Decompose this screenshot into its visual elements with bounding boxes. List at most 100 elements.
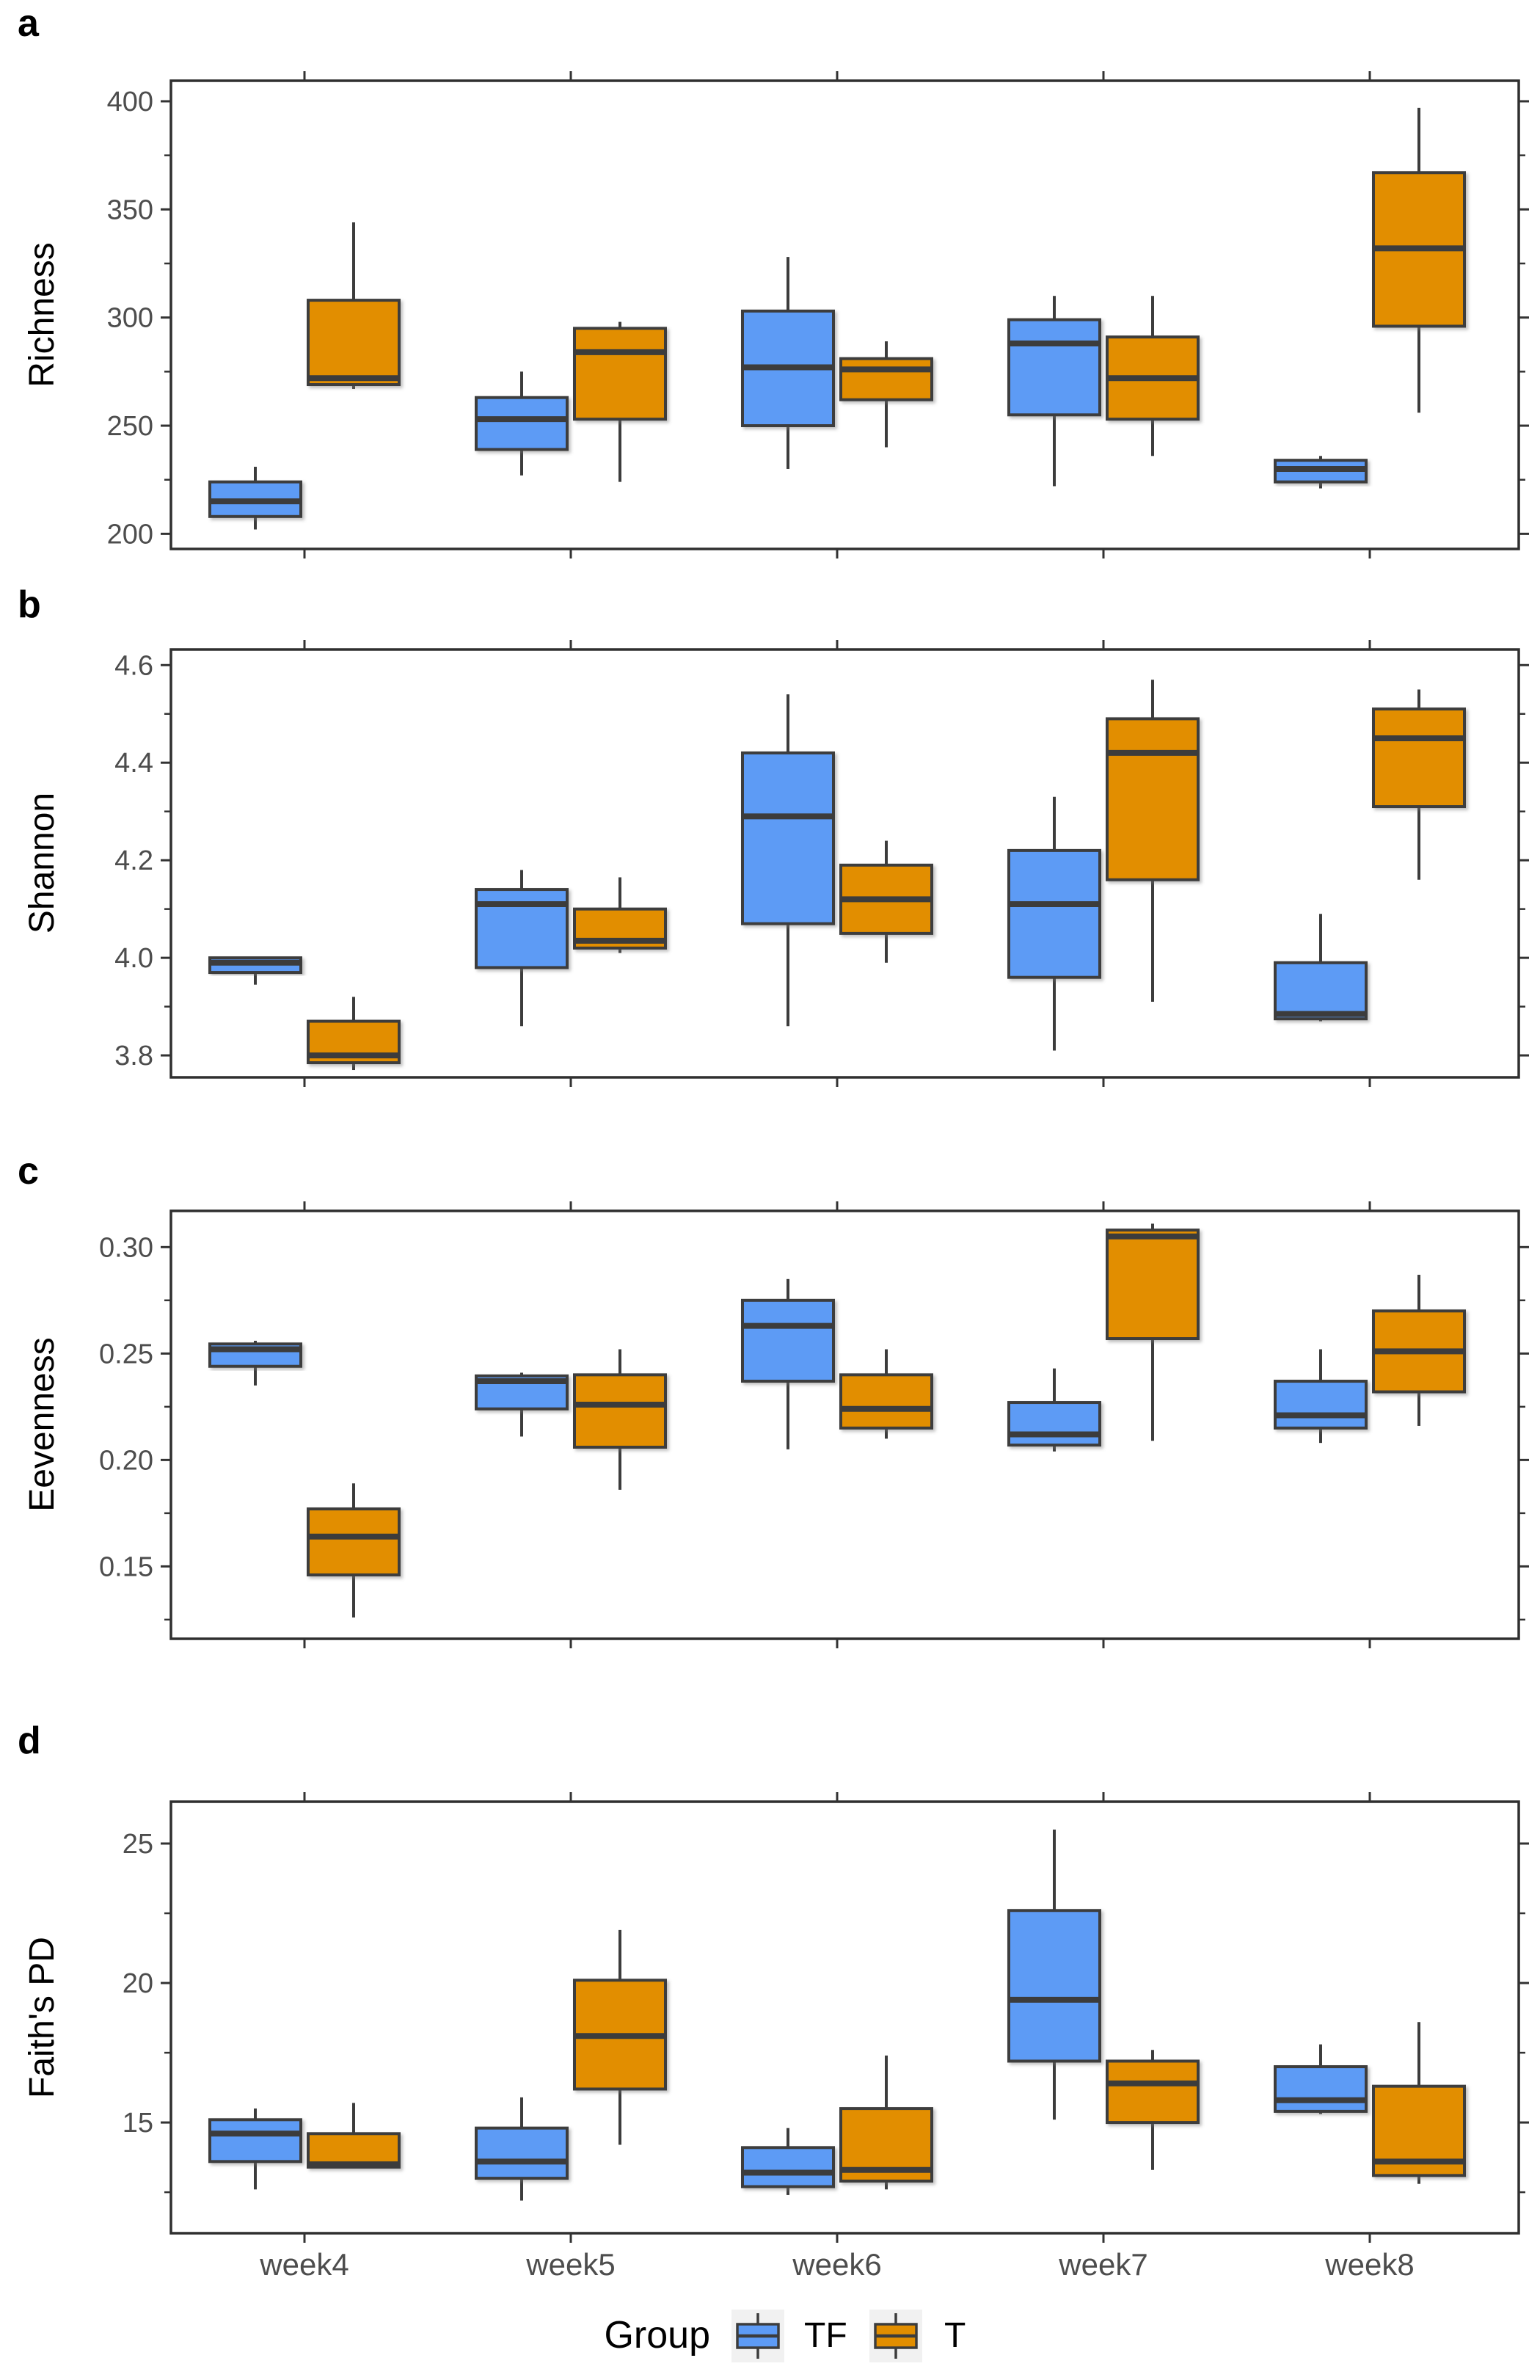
box-iqr	[475, 396, 569, 451]
x-tick-label-week: week6	[792, 2247, 881, 2282]
box-iqr	[208, 2118, 302, 2164]
y-tick-label: 350	[107, 194, 153, 225]
box-iqr	[1007, 1909, 1101, 2063]
box-T-week7	[1106, 680, 1200, 1002]
box-TF-week7	[1007, 1830, 1101, 2120]
box-TF-week7	[1007, 296, 1101, 487]
box-iqr	[1274, 2065, 1368, 2113]
box-T-week5	[573, 877, 667, 953]
y-tick-label: 20	[123, 1968, 153, 1999]
box-T-week8	[1372, 2022, 1466, 2184]
legend-item-label-t: T	[944, 2316, 966, 2355]
panel-border	[169, 648, 1520, 1079]
boxplot-panel-d: 15 20 25 week4 week5 week6 week7 week8	[123, 1792, 1529, 2282]
y-tick-label: 0.20	[99, 1445, 153, 1476]
box-iqr	[573, 1373, 667, 1449]
y-axis-title-faiths-pd: Faith's PD	[23, 1937, 62, 2098]
y-tick-label: 25	[123, 1829, 153, 1860]
box-TF-week6	[741, 2128, 835, 2195]
panel-letter-c: c	[18, 1150, 39, 1193]
box-iqr	[1106, 1229, 1200, 1341]
y-tick-label: 4.4	[114, 748, 153, 779]
box-TF-week6	[741, 257, 835, 469]
y-axis-title-richness: Richness	[23, 242, 62, 387]
box-iqr	[741, 2146, 835, 2188]
panel-letter-d: d	[18, 1720, 41, 1762]
box-iqr	[1106, 2059, 1200, 2125]
box-TF-week8	[1274, 2044, 1368, 2114]
box-iqr	[1274, 1380, 1368, 1430]
box-iqr	[307, 299, 401, 387]
x-tick-label-week: week7	[1058, 2247, 1147, 2282]
box-T-week5	[573, 1349, 667, 1490]
box-iqr	[1007, 1401, 1101, 1447]
box-T-week8	[1372, 107, 1466, 413]
box-iqr	[573, 327, 667, 421]
box-TF-week7	[1007, 1368, 1101, 1452]
box-TF-week6	[741, 694, 835, 1027]
box-TF-week8	[1274, 914, 1368, 1022]
box-T-week7	[1106, 2050, 1200, 2170]
y-tick-label: 0.30	[99, 1232, 153, 1263]
y-tick-label: 300	[107, 303, 153, 334]
box-iqr	[741, 1298, 835, 1383]
legend-item-label-tf: TF	[804, 2316, 847, 2355]
box-TF-week4	[208, 956, 302, 985]
box-T-week7	[1106, 296, 1200, 456]
boxplot-panel-a: 200 250 300 350 400	[107, 71, 1529, 558]
box-TF-week4	[208, 2108, 302, 2190]
panel-letter-b: b	[18, 583, 41, 626]
box-TF-week8	[1274, 456, 1368, 489]
y-tick-label: 400	[107, 87, 153, 117]
box-iqr	[1274, 961, 1368, 1021]
box-T-week6	[839, 2055, 933, 2190]
legend-key-tf	[731, 2310, 784, 2362]
y-tick-label: 0.25	[99, 1339, 153, 1369]
box-iqr	[839, 1373, 933, 1430]
box-T-week4	[307, 2103, 401, 2169]
legend-title: Group	[604, 2314, 710, 2357]
box-TF-week6	[741, 1278, 835, 1449]
box-iqr	[1007, 318, 1101, 417]
box-TF-week5	[475, 2097, 569, 2201]
y-tick-label: 200	[107, 519, 153, 550]
boxplot-panel-c: 0.15 0.20 0.25 0.30	[99, 1201, 1529, 1648]
panel-border	[169, 1209, 1520, 1640]
box-T-week7	[1106, 1223, 1200, 1441]
y-tick-label: 15	[123, 2108, 153, 2139]
box-TF-week4	[208, 467, 302, 530]
box-TF-week5	[475, 870, 569, 1027]
y-axis-title-evenness: Eevenness	[23, 1337, 62, 1512]
y-tick-label: 4.2	[114, 845, 153, 876]
box-T-week4	[307, 222, 401, 389]
box-T-week8	[1372, 689, 1466, 880]
box-iqr	[1007, 848, 1101, 979]
box-iqr	[1372, 707, 1466, 809]
box-T-week5	[573, 1929, 667, 2145]
box-iqr	[839, 357, 933, 401]
y-axis-title-shannon: Shannon	[23, 792, 62, 934]
boxplot-panel-b: 3.8 4.0 4.2 4.4 4.6	[114, 640, 1529, 1087]
box-TF-week4	[208, 1340, 302, 1386]
box-T-week6	[839, 840, 933, 963]
box-T-week4	[307, 997, 401, 1071]
box-TF-week5	[475, 1372, 569, 1437]
y-tick-label: 3.8	[114, 1041, 153, 1071]
x-tick-label-week: week4	[259, 2247, 348, 2282]
panel-border	[169, 1800, 1520, 2235]
box-TF-week8	[1274, 1349, 1368, 1444]
y-tick-label: 0.15	[99, 1551, 153, 1582]
box-iqr	[741, 751, 835, 925]
box-TF-week7	[1007, 796, 1101, 1051]
legend-key-t	[869, 2310, 922, 2362]
panel-letter-a: a	[18, 2, 39, 45]
y-tick-label: 4.0	[114, 943, 153, 974]
x-tick-label-week: week5	[525, 2247, 615, 2282]
y-tick-label: 4.6	[114, 650, 153, 681]
box-iqr	[1106, 717, 1200, 881]
box-T-week8	[1372, 1275, 1466, 1426]
y-tick-label: 250	[107, 411, 153, 442]
box-T-week6	[839, 341, 933, 448]
